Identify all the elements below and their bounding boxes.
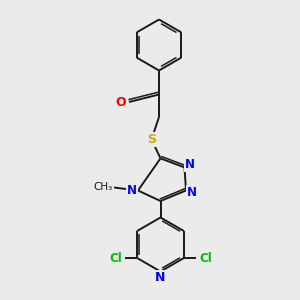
Text: N: N: [185, 158, 195, 172]
Text: Cl: Cl: [109, 251, 122, 265]
Text: N: N: [155, 271, 166, 284]
Text: S: S: [147, 133, 156, 146]
Text: O: O: [115, 95, 126, 109]
Text: Cl: Cl: [199, 251, 212, 265]
Text: CH₃: CH₃: [93, 182, 112, 193]
Text: N: N: [186, 185, 197, 199]
Text: N: N: [127, 184, 137, 197]
